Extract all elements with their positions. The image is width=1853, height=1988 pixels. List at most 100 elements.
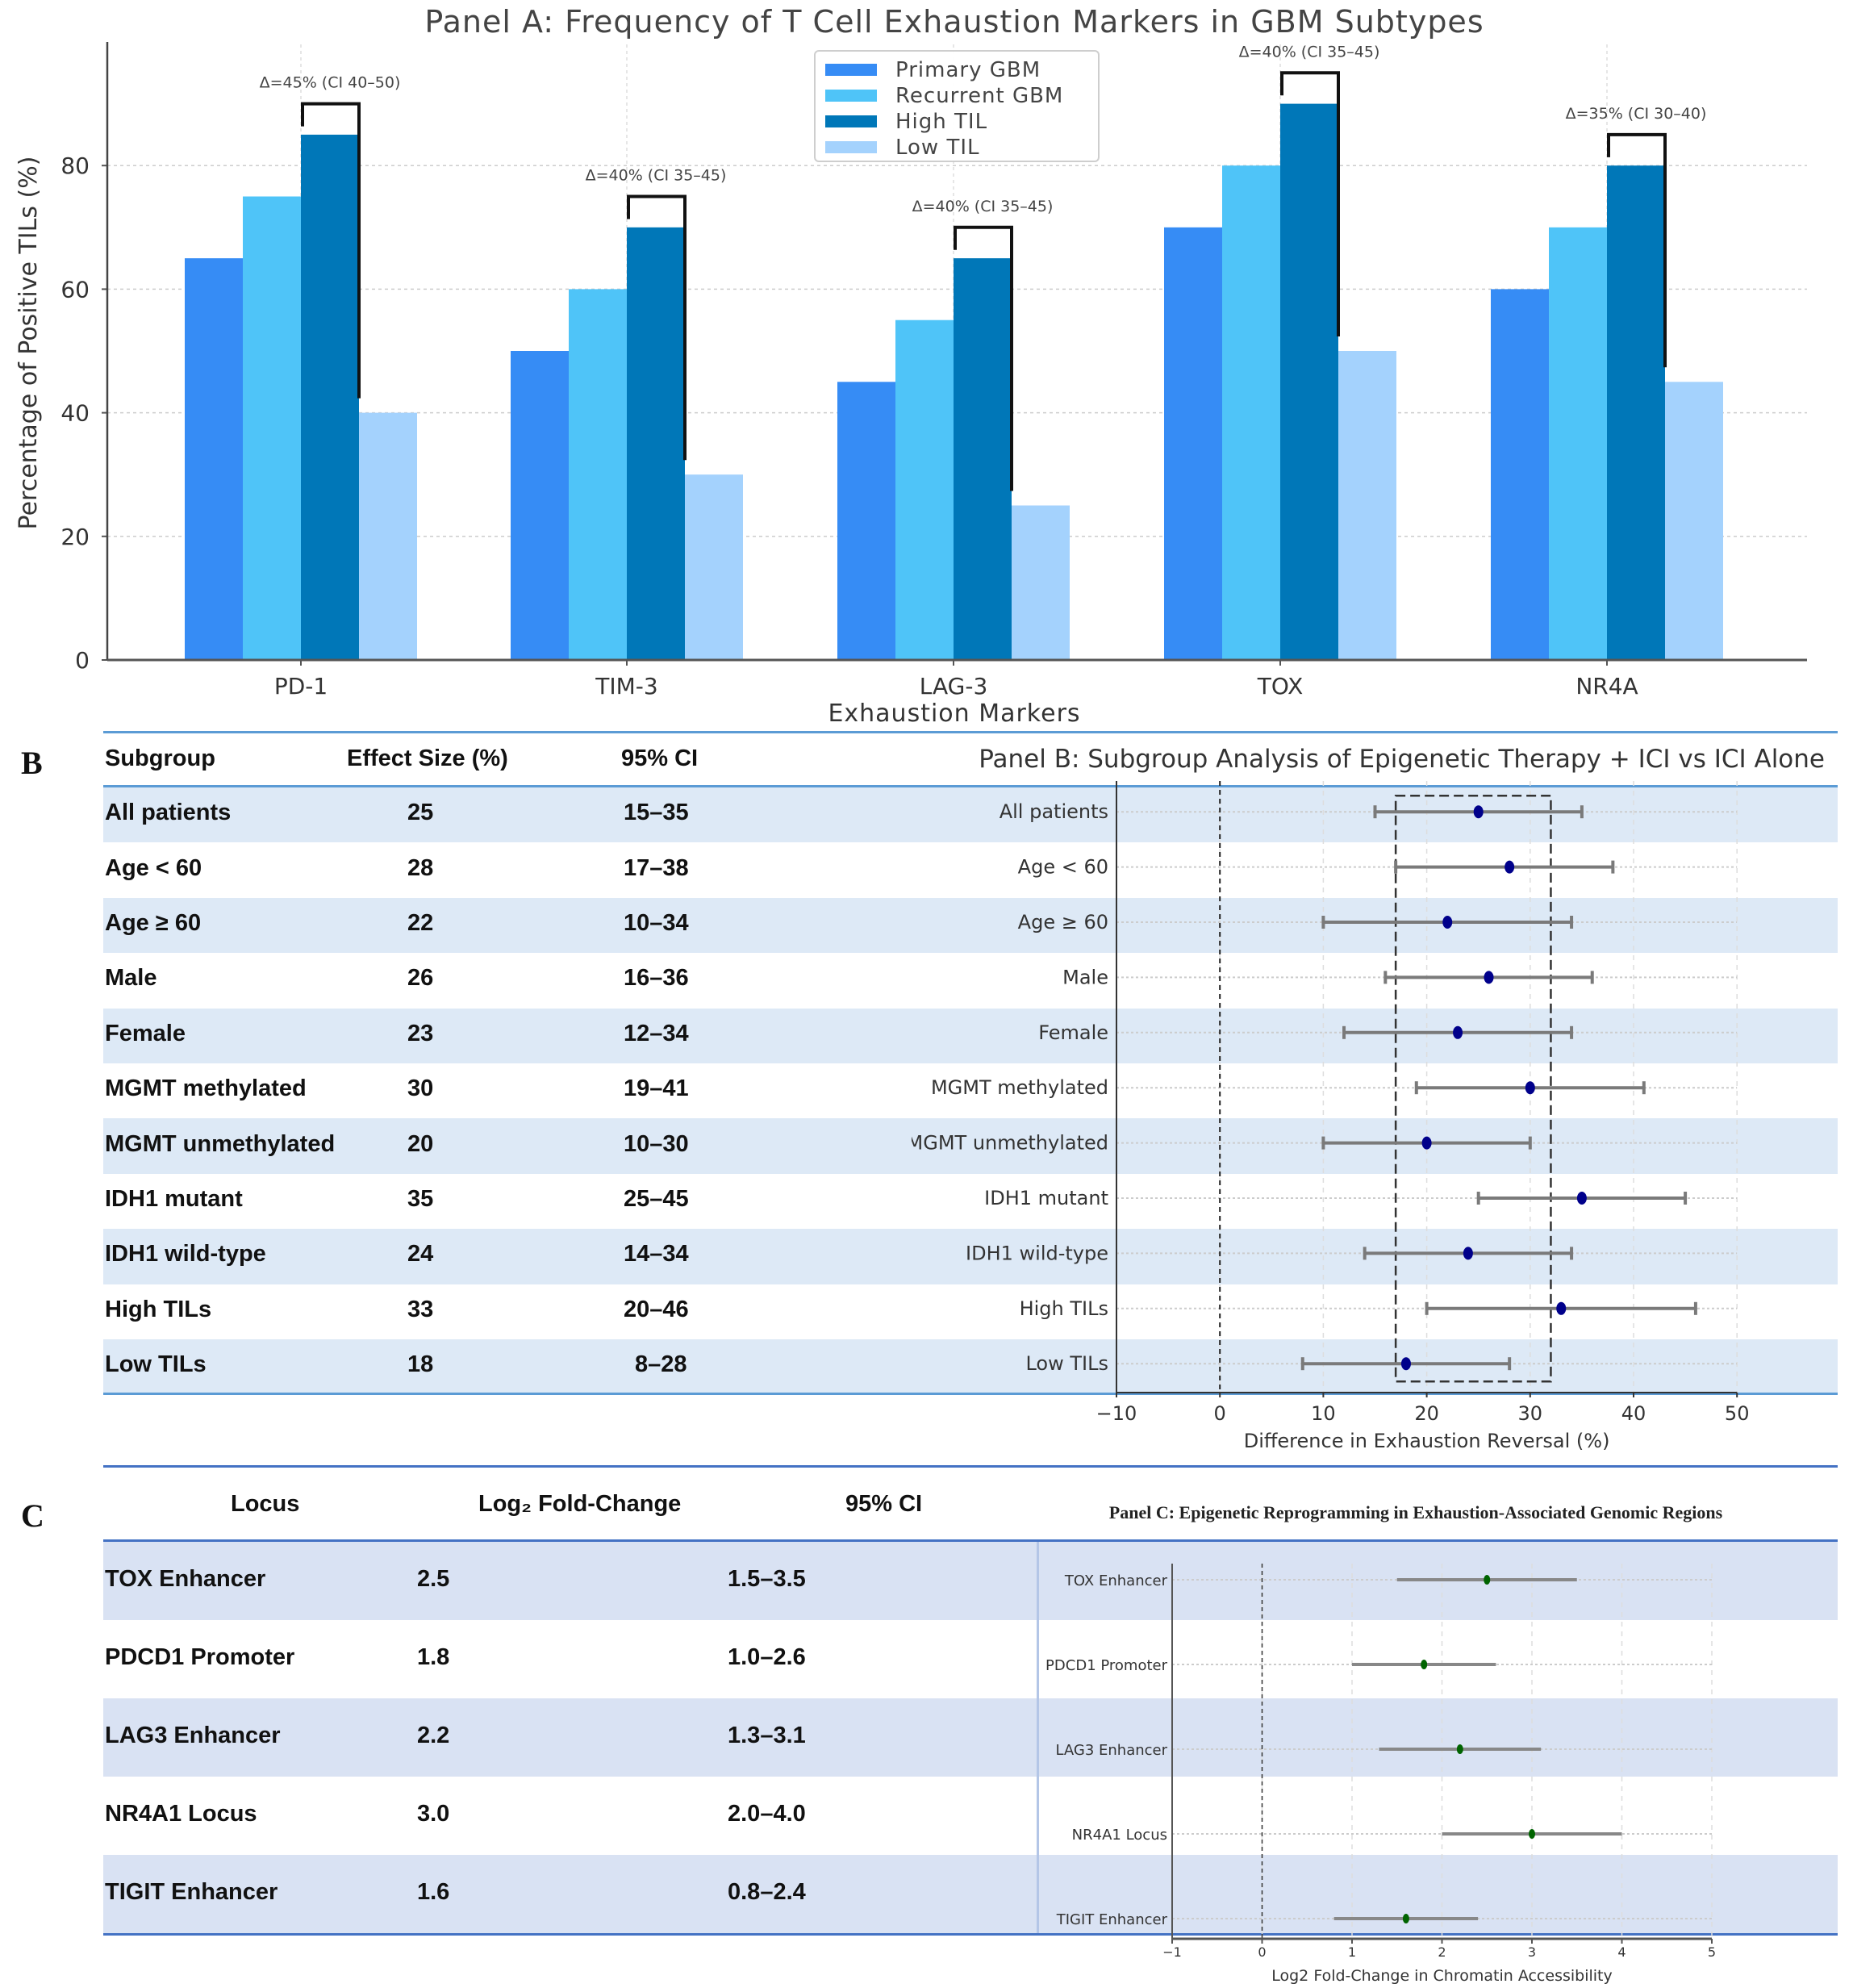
- x-axis-label: Difference in Exhaustion Reversal (%): [1244, 1430, 1610, 1452]
- x-tick-label: 20: [1414, 1402, 1439, 1425]
- bar-low-til: [1338, 351, 1396, 660]
- x-tick-label: 30: [1518, 1402, 1543, 1425]
- table-row: NR4A1 Locus 3.0 2.0–4.0: [0, 1777, 1033, 1855]
- cell-fold-change: 1.6: [417, 1878, 450, 1905]
- x-tick-label: TOX: [1257, 673, 1304, 700]
- bar-recurrent-gbm: [1549, 227, 1607, 660]
- cell-locus: LAG3 Enhancer: [105, 1722, 281, 1748]
- cell-ci: 10–30: [624, 1130, 689, 1157]
- effect-point: [1463, 1247, 1473, 1260]
- cell-subgroup: High TILs: [105, 1296, 212, 1322]
- cell-subgroup: MGMT unmethylated: [105, 1130, 336, 1157]
- cell-locus: NR4A1 Locus: [105, 1800, 257, 1827]
- table-row: Female 23 12–34: [0, 1009, 912, 1063]
- table-row: PDCD1 Promoter 1.8 1.0–2.6: [0, 1620, 1033, 1698]
- legend-label: High TIL: [895, 110, 987, 134]
- cell-ci: 10–34: [624, 909, 689, 936]
- effect-point: [1529, 1829, 1535, 1839]
- cell-ci: 14–34: [624, 1241, 689, 1268]
- x-tick-label: TIM-3: [595, 673, 657, 700]
- cell-effect: 18: [407, 1351, 434, 1378]
- y-tick-label: 80: [61, 152, 90, 179]
- cell-effect: 22: [407, 909, 434, 936]
- bar-low-til: [685, 474, 743, 660]
- significance-bracket: [1607, 132, 1667, 368]
- y-tick-label: Low TILs: [1025, 1352, 1108, 1375]
- table-row: MGMT unmethylated 20 10–30: [0, 1118, 912, 1173]
- panel-c-header-rule: [103, 1539, 1838, 1542]
- cell-effect: 24: [407, 1241, 434, 1268]
- y-tick-label: Female: [1038, 1021, 1108, 1044]
- panel-b-bottom-rule: [103, 1393, 1838, 1395]
- cell-effect: 33: [407, 1296, 434, 1322]
- table-row: Male 26 16–36: [0, 953, 912, 1008]
- cell-effect: 28: [407, 854, 434, 881]
- cell-effect: 30: [407, 1075, 434, 1102]
- significance-bracket: [627, 194, 687, 461]
- cell-fold-change: 2.5: [417, 1565, 450, 1592]
- panel-c-title: Panel C: Epigenetic Reprogramming in Exh…: [1109, 1502, 1723, 1522]
- panel-a-title: Panel A: Frequency of T Cell Exhaustion …: [424, 4, 1484, 40]
- panel-b-forest-plot: Panel B: Subgroup Analysis of Epigenetic…: [912, 745, 1825, 1452]
- bar-primary-gbm: [1491, 289, 1549, 660]
- bar-high-til: [301, 134, 359, 660]
- table-row: TOX Enhancer 2.5 1.5–3.5: [0, 1542, 1033, 1620]
- x-tick-label: 50: [1725, 1402, 1750, 1425]
- cell-ci: 0.8–2.4: [728, 1878, 806, 1905]
- panel-b-header-rule: [103, 785, 1838, 787]
- table-row: All patients 25 15–35: [0, 787, 912, 842]
- effect-point: [1576, 1192, 1587, 1205]
- cell-subgroup: IDH1 wild-type: [105, 1241, 266, 1268]
- effect-point: [1473, 805, 1484, 819]
- bar-primary-gbm: [511, 351, 569, 660]
- cell-ci: 12–34: [624, 1020, 689, 1046]
- table-row: Low TILs 18 8–28: [0, 1339, 912, 1394]
- y-tick-label: TIGIT Enhancer: [1056, 1911, 1168, 1928]
- delta-annotation: Δ=40% (CI 35–45): [1239, 43, 1380, 61]
- bar-recurrent-gbm: [895, 320, 954, 660]
- cell-ci: 19–41: [624, 1075, 689, 1102]
- cell-effect: 25: [407, 800, 434, 826]
- x-tick-label: 3: [1528, 1944, 1536, 1960]
- panel-b-header-ci: 95% CI: [621, 746, 699, 771]
- cell-ci: 2.0–4.0: [728, 1800, 806, 1827]
- table-row: IDH1 mutant 35 25–45: [0, 1174, 912, 1229]
- cell-effect: 23: [407, 1020, 434, 1046]
- cell-ci: 15–35: [624, 800, 689, 826]
- cell-effect: 26: [407, 965, 434, 992]
- table-row-band: [103, 1118, 1838, 1174]
- cell-subgroup: Male: [105, 965, 157, 992]
- effect-point: [1442, 916, 1453, 929]
- significance-bracket: [301, 102, 361, 399]
- y-axis-label: Percentage of Positive TILs (%): [15, 157, 43, 530]
- bar-low-til: [1665, 382, 1723, 660]
- y-tick-label: TOX Enhancer: [1064, 1572, 1168, 1589]
- cell-subgroup: All patients: [105, 800, 232, 826]
- y-tick-label: Age ≥ 60: [1018, 911, 1108, 933]
- y-tick-label: 20: [61, 524, 90, 550]
- x-tick-label: −10: [1096, 1402, 1137, 1425]
- panel-c-header-ci: 95% CI: [845, 1491, 923, 1517]
- table-row-band: [103, 1008, 1838, 1063]
- panel-c-top-rule: [103, 1465, 1838, 1468]
- y-tick-label: NR4A1 Locus: [1072, 1827, 1167, 1844]
- x-tick-label: 2: [1438, 1944, 1446, 1960]
- x-tick-label: NR4A: [1575, 673, 1638, 700]
- panel-b-title: Panel B: Subgroup Analysis of Epigenetic…: [979, 745, 1825, 774]
- legend-swatch: [825, 90, 877, 102]
- delta-annotation: Δ=40% (CI 35–45): [586, 167, 727, 185]
- table-row: Age ≥ 60 22 10–34: [0, 898, 912, 953]
- panel-c-forest-plot: Panel C: Epigenetic Reprogramming in Exh…: [1045, 1502, 1723, 1985]
- panel-a-bar-chart: Panel A: Frequency of T Cell Exhaustion …: [15, 4, 1807, 726]
- x-tick-label: 10: [1311, 1402, 1336, 1425]
- y-tick-label: IDH1 mutant: [984, 1187, 1108, 1209]
- legend-swatch: [825, 115, 877, 127]
- cell-subgroup: MGMT methylated: [105, 1075, 307, 1102]
- effect-point: [1484, 971, 1494, 984]
- y-tick-label: All patients: [1000, 800, 1108, 823]
- delta-annotation: Δ=40% (CI 35–45): [912, 198, 1054, 215]
- effect-point: [1505, 860, 1515, 874]
- effect-point: [1421, 1660, 1428, 1669]
- cell-effect: 35: [407, 1185, 434, 1212]
